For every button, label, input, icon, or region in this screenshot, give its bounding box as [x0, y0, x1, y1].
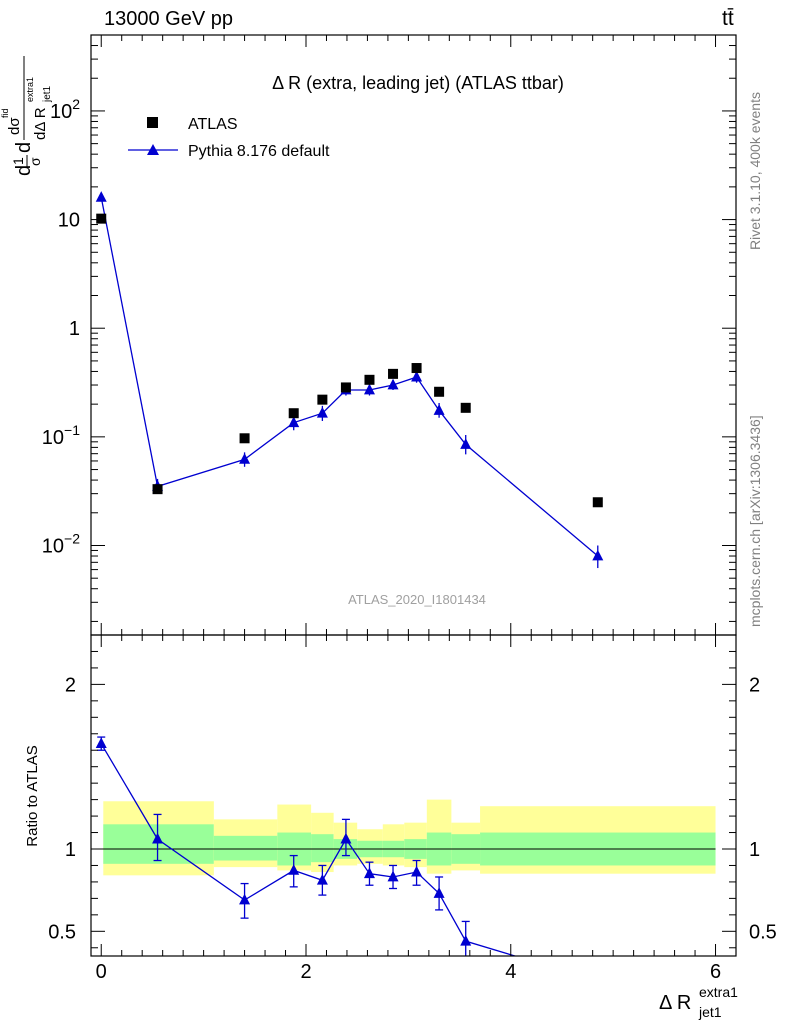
ratio-panel-frame — [90, 634, 737, 957]
atlas-point-2 — [239, 433, 250, 444]
ratio-uncertainty-bands — [103, 799, 716, 876]
svg-text:d: d — [13, 165, 35, 176]
atlas-point-10 — [460, 402, 471, 413]
pythia-point-9 — [433, 404, 445, 415]
y-tick-label-ratio-right-1: 1 — [749, 839, 760, 861]
ratio-point-7 — [387, 870, 399, 882]
x-axis-label-sup: extra1 — [699, 984, 738, 1000]
atlas-point-8 — [411, 363, 422, 374]
header-right: tt̄ — [722, 7, 734, 30]
ratio-point-0 — [95, 737, 107, 749]
ratio-band-green-1 — [213, 835, 278, 861]
pythia-point-11 — [592, 549, 604, 561]
rivet-info: Rivet 3.1.10, 400k events — [747, 92, 763, 250]
x-axis-label-sub: jet1 — [698, 1004, 722, 1020]
atlas-point-5 — [340, 382, 351, 393]
ratio-point-9 — [433, 887, 445, 898]
svg-text:σ: σ — [27, 157, 43, 166]
ratio-point-2 — [239, 893, 251, 905]
ratio-line — [100, 743, 518, 956]
y-tick-label-main-exp-1: −1 — [64, 422, 80, 438]
legend-pythia-label: Pythia 8.176 default — [188, 143, 330, 160]
y-tick-label-ratio-right-0: 0.5 — [749, 921, 777, 943]
ratio-y-axis-label: Ratio to ATLAS — [24, 745, 41, 846]
main-y-axis-label: d 1 σ d dσ fid dΔ R extra1 jet1 — [0, 56, 53, 176]
svg-text:1: 1 — [10, 157, 26, 165]
pythia-point-2 — [239, 453, 251, 464]
atlas-point-11 — [592, 497, 603, 508]
x-tick-label-1: 2 — [300, 961, 311, 983]
legend-pythia-marker — [147, 144, 159, 155]
atlas-point-7 — [388, 368, 399, 379]
pythia-point-6 — [363, 383, 375, 395]
plot-frames — [90, 34, 737, 957]
ratio-point-4 — [316, 873, 328, 885]
atlas-point-3 — [288, 408, 299, 419]
y-tick-label-ratio-left-1: 1 — [65, 839, 76, 861]
legend-atlas-marker — [147, 117, 158, 128]
x-axis-label-main: Δ R — [659, 992, 691, 1014]
y-tick-label-main-3: 10 — [58, 210, 80, 232]
pythia-point-10 — [460, 438, 472, 449]
ratio-point-6 — [363, 867, 375, 879]
mcplots-info: mcplots.cern.ch [arXiv:1306.3436] — [747, 415, 763, 627]
y-tick-label-main-2: 1 — [69, 318, 80, 340]
svg-text:jet1: jet1 — [42, 85, 53, 103]
atlas-point-6 — [364, 374, 375, 385]
svg-text:dσ: dσ — [6, 117, 23, 135]
ratio-band-green-3 — [311, 834, 334, 863]
atlas-point-9 — [434, 386, 445, 397]
x-tick-label-2: 4 — [505, 961, 516, 983]
pythia-line — [100, 197, 599, 557]
x-tick-label-3: 6 — [710, 961, 721, 983]
ratio-point-10 — [460, 934, 472, 946]
ratio-band-green-0 — [103, 824, 214, 864]
atlas-point-1 — [152, 484, 163, 495]
ratio-point-3 — [288, 864, 300, 875]
axis-ticks — [91, 34, 737, 956]
y-tick-label-main-4: 10 — [50, 101, 72, 123]
y-tick-label-main-exp-4: 2 — [72, 96, 80, 112]
atlas-point-0 — [96, 213, 107, 224]
plot-title: Δ R (extra, leading jet) (ATLAS ttbar) — [272, 73, 564, 93]
svg-text:fid: fid — [0, 108, 10, 118]
analysis-watermark: ATLAS_2020_I1801434 — [348, 592, 486, 607]
pythia-point-0 — [95, 191, 107, 202]
pythia-point-8 — [411, 370, 423, 382]
pythia-point-3 — [288, 416, 300, 428]
ratio-point-8 — [411, 865, 423, 877]
y-tick-label-ratio-right-2: 2 — [749, 674, 760, 696]
y-tick-label-ratio-left-0: 0.5 — [48, 921, 76, 943]
header-left: 13000 GeV pp — [104, 8, 233, 30]
atlas-point-4 — [317, 394, 328, 405]
svg-text:extra1: extra1 — [25, 77, 35, 102]
x-axis-label: Δ R extra1 jet1 — [659, 984, 738, 1020]
svg-text:dΔ R: dΔ R — [32, 107, 49, 140]
y-tick-label-ratio-left-2: 2 — [65, 674, 76, 696]
svg-text:d: d — [13, 142, 35, 153]
x-tick-label-0: 0 — [96, 961, 107, 983]
main-data-marks — [95, 191, 604, 569]
legend: ATLAS Pythia 8.176 default — [128, 116, 330, 160]
ratio-point-5 — [340, 832, 352, 844]
ratio-point-1 — [152, 832, 164, 844]
y-tick-label-main-1: 10 — [42, 427, 64, 449]
y-tick-label-main-exp-0: −2 — [64, 530, 80, 546]
pythia-point-7 — [387, 378, 399, 390]
y-tick-label-main-0: 10 — [42, 535, 64, 557]
legend-atlas-label: ATLAS — [188, 116, 238, 133]
ratio-data-marks — [95, 736, 518, 956]
pythia-point-4 — [316, 406, 328, 418]
